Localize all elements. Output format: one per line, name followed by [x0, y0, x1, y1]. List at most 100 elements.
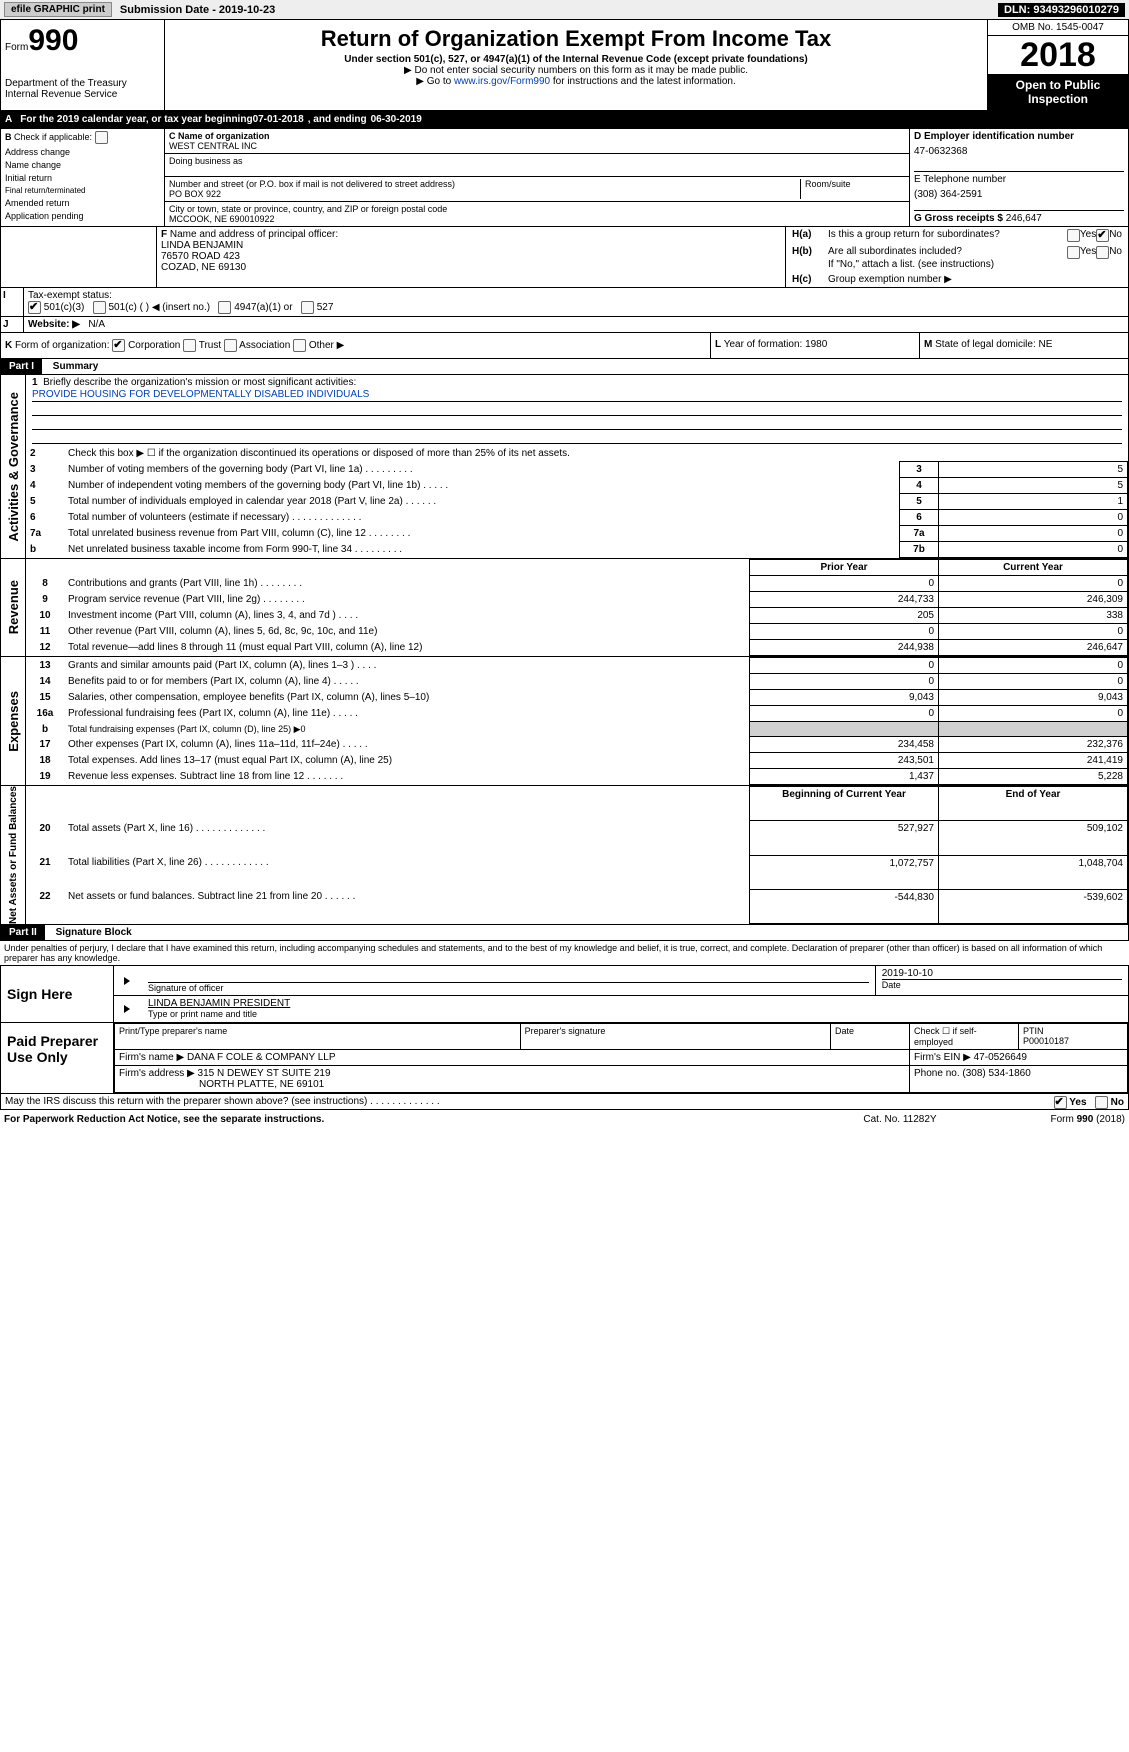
discuss-yes: Yes [1069, 1097, 1086, 1108]
footer-right-post: (2018) [1093, 1114, 1125, 1125]
boxes-klm: K Form of organization: Corporation Trus… [0, 333, 1129, 359]
dln-label: DLN: 93493296010279 [998, 3, 1125, 17]
rev-n-8: 8 [26, 576, 64, 592]
k-cb1[interactable] [183, 339, 196, 352]
exp-n-15: 15 [26, 690, 64, 706]
exp-n-18: 18 [26, 753, 64, 769]
rev-c-12: 246,647 [939, 640, 1128, 656]
irs-link[interactable]: www.irs.gov/Form990 [454, 76, 550, 87]
ha-yes-cb[interactable] [1067, 229, 1080, 242]
exp-c-15: 9,043 [939, 690, 1128, 706]
gov-t-6: Total number of volunteers (estimate if … [64, 510, 900, 526]
i-cb4[interactable] [301, 301, 314, 314]
m-value: NE [1039, 339, 1053, 350]
gov-n-7b: b [26, 542, 64, 558]
k-cb2[interactable] [224, 339, 237, 352]
dept-label: Department of the Treasury [5, 78, 160, 89]
prep-phone: (308) 534-1860 [962, 1068, 1030, 1079]
rev-curr-h: Current Year [939, 560, 1128, 576]
j-label: J [1, 317, 24, 332]
box-j: J Website: ▶ N/A [0, 317, 1129, 333]
prep-check: Check ☐ if self-employed [910, 1024, 1019, 1050]
k-cb0[interactable] [112, 339, 125, 352]
i-cb1[interactable] [28, 301, 41, 314]
j-value: N/A [88, 319, 105, 330]
discuss-yes-cb[interactable] [1054, 1096, 1067, 1109]
exp-p-16a: 0 [750, 706, 939, 722]
rev-n-10: 10 [26, 608, 64, 624]
i-cb3[interactable] [218, 301, 231, 314]
rev-t-9: Program service revenue (Part VIII, line… [64, 592, 750, 608]
l-text: Year of formation: [724, 339, 805, 350]
discuss-row: May the IRS discuss this return with the… [0, 1094, 1129, 1110]
na-prior-h: Beginning of Current Year [750, 787, 939, 821]
na-p-21: 1,072,757 [750, 855, 939, 889]
gov-t-3: Number of voting members of the governin… [64, 462, 900, 478]
header-right: OMB No. 1545-0047 2018 Open to Public In… [987, 20, 1128, 110]
rev-t-12: Total revenue—add lines 8 through 11 (mu… [64, 640, 750, 656]
e-phone-label: E Telephone number [914, 174, 1006, 185]
exp-t-13: Grants and similar amounts paid (Part IX… [64, 658, 750, 674]
part2-header-row: Part II Signature Block [0, 925, 1129, 941]
i-opt1: 501(c)(3) [44, 302, 85, 313]
na-t-20: Total assets (Part X, line 16) . . . . .… [64, 821, 750, 855]
f-text: Name and address of principal officer: [170, 229, 338, 240]
rev-c-8: 0 [939, 576, 1128, 592]
discuss-no-cb[interactable] [1095, 1096, 1108, 1109]
form-subtitle: Under section 501(c), 527, or 4947(a)(1)… [169, 54, 983, 65]
i-cb2[interactable] [93, 301, 106, 314]
checkbox[interactable] [95, 131, 108, 144]
form-header: Form990 Department of the Treasury Inter… [0, 19, 1129, 111]
k-cb3[interactable] [293, 339, 306, 352]
gov-t-4: Number of independent voting members of … [64, 478, 900, 494]
row-a: A For the 2019 calendar year, or tax yea… [0, 111, 1129, 128]
gov-t-7a: Total unrelated business revenue from Pa… [64, 526, 900, 542]
rev-n-12: 12 [26, 640, 64, 656]
j-text: Website: ▶ [28, 319, 80, 330]
exp-t-17: Other expenses (Part IX, column (A), lin… [64, 737, 750, 753]
exp-t-18: Total expenses. Add lines 13–17 (must eq… [64, 753, 750, 769]
exp-table: 13Grants and similar amounts paid (Part … [26, 657, 1128, 785]
rev-table: Prior YearCurrent Year 8Contributions an… [26, 559, 1128, 656]
city-value: MCCOOK, NE 690010922 [169, 214, 275, 224]
rev-t-10: Investment income (Part VIII, column (A)… [64, 608, 750, 624]
footer-mid: Cat. No. 11282Y [825, 1114, 975, 1125]
hc-text: Group exemption number ▶ [828, 274, 952, 285]
revenue-block: Revenue Prior YearCurrent Year 8Contribu… [0, 559, 1129, 657]
hc-label: H(c) [792, 274, 828, 285]
gov-n-3: 3 [26, 462, 64, 478]
part2-title: Signature Block [48, 925, 140, 940]
hb-note: If "No," attach a list. (see instruction… [828, 259, 1122, 270]
box-d: D Employer identification number 47-0632… [909, 129, 1128, 226]
discuss-text: May the IRS discuss this return with the… [5, 1096, 440, 1107]
ha-no-cb[interactable] [1096, 229, 1109, 242]
part1-label: Part I [1, 359, 42, 374]
part1-header-row: Part I Summary [0, 359, 1129, 375]
hb-yes-cb[interactable] [1067, 246, 1080, 259]
exp-c-16b [939, 722, 1128, 737]
rev-p-9: 244,733 [750, 592, 939, 608]
form-title: Return of Organization Exempt From Incom… [169, 26, 983, 52]
exp-p-18: 243,501 [750, 753, 939, 769]
side-label-rev: Revenue [6, 580, 21, 634]
ha-text: Is this a group return for subordinates? [828, 229, 1067, 242]
efile-button[interactable]: efile GRAPHIC print [4, 2, 112, 17]
room-label: Room/suite [805, 179, 851, 189]
na-t-21: Total liabilities (Part X, line 26) . . … [64, 855, 750, 889]
f-street: 76570 ROAD 423 [161, 251, 240, 262]
phone-value: (308) 364-2591 [914, 189, 1124, 200]
na-t-22: Net assets or fund balances. Subtract li… [64, 889, 750, 923]
perjury-text: Under penalties of perjury, I declare th… [0, 941, 1129, 965]
rev-n-9: 9 [26, 592, 64, 608]
prep-addr2: NORTH PLATTE, NE 69101 [199, 1079, 324, 1090]
ha-no: No [1109, 229, 1122, 242]
exp-p-14: 0 [750, 674, 939, 690]
street-label: Number and street (or P.O. box if mail i… [169, 179, 455, 189]
city-label: City or town, state or province, country… [169, 204, 447, 214]
hb-no-cb[interactable] [1096, 246, 1109, 259]
rev-p-8: 0 [750, 576, 939, 592]
gov-v-7b: 0 [939, 542, 1128, 558]
name-arrow-icon [124, 1005, 130, 1013]
omb-number: OMB No. 1545-0047 [988, 20, 1128, 36]
gov-table: 2Check this box ▶ ☐ if the organization … [26, 446, 1128, 558]
